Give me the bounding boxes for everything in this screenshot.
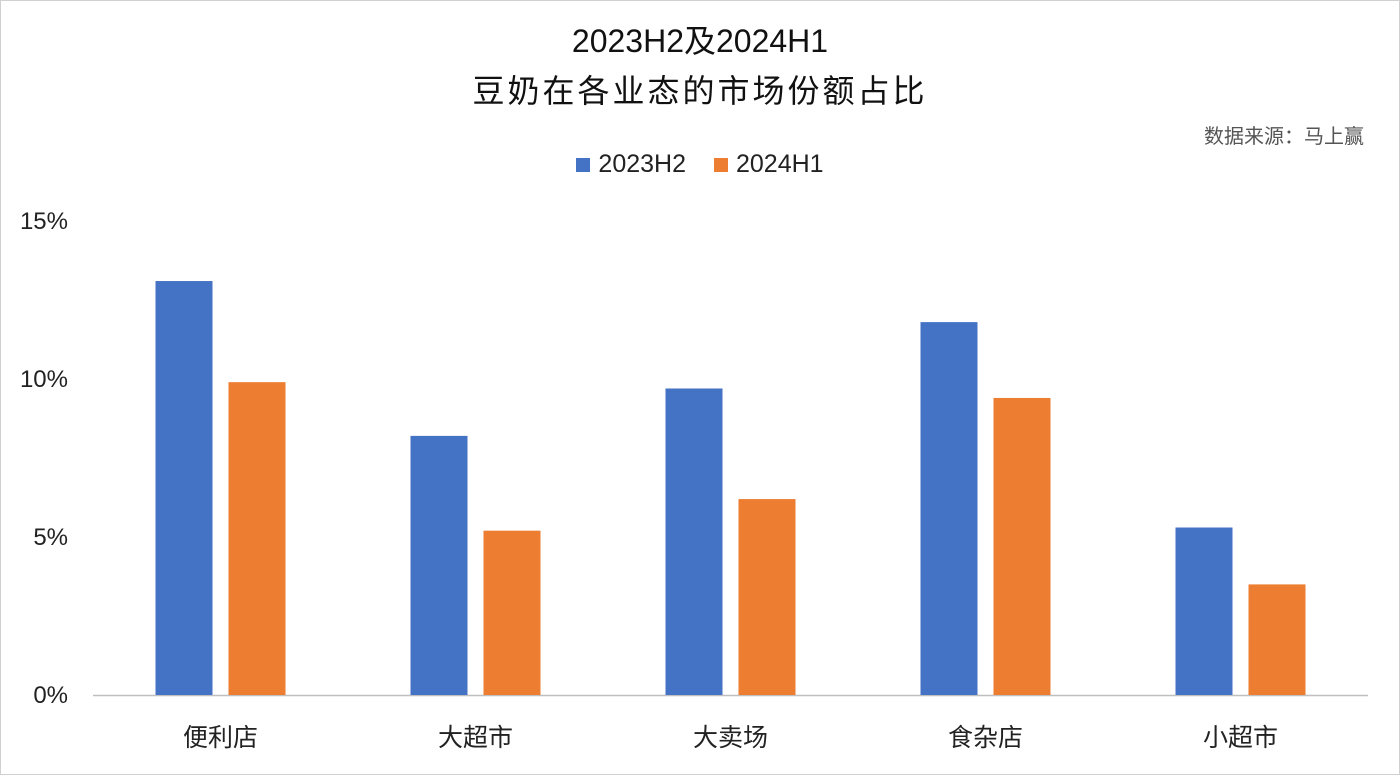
y-tick-label: 5% [33,524,68,551]
legend-swatch-series-0 [576,157,591,172]
bar-2023H2-2 [665,388,723,695]
bar-2023H2-3 [920,322,978,695]
legend-item-series-1: 2024H1 [714,150,824,179]
y-tick-label: 0% [33,682,68,709]
legend-swatch-series-1 [714,157,728,172]
bar-2023H2-4 [1175,527,1233,695]
bar-2024H1-2 [738,499,796,695]
legend-label-series-1: 2024H1 [736,150,824,178]
chart-title: 2023H2及2024H1 [571,23,829,59]
x-tick-label: 大超市 [438,723,513,752]
x-tick-label: 食杂店 [948,723,1023,752]
bar-2024H1-4 [1248,584,1306,695]
x-tick-label: 便利店 [183,723,258,752]
x-tick-label: 大卖场 [693,723,768,752]
y-tick-label: 10% [20,366,68,393]
bar-2023H2-1 [410,435,468,695]
bar-2024H1-3 [993,397,1051,695]
legend: 2023H2 2024H1 [0,150,1400,179]
x-tick-label: 小超市 [1203,723,1278,752]
bar-2024H1-0 [228,382,286,695]
bar-2023H2-0 [155,281,213,695]
legend-label-series-0: 2023H2 [598,150,686,178]
bar-2024H1-1 [483,530,541,695]
legend-item-series-0: 2023H2 [576,150,686,179]
data-source-note: 数据来源：马上赢 [1204,124,1364,148]
y-tick-label: 15% [20,208,68,235]
chart-subtitle: 豆奶在各业态的市场份额占比 [472,72,928,110]
